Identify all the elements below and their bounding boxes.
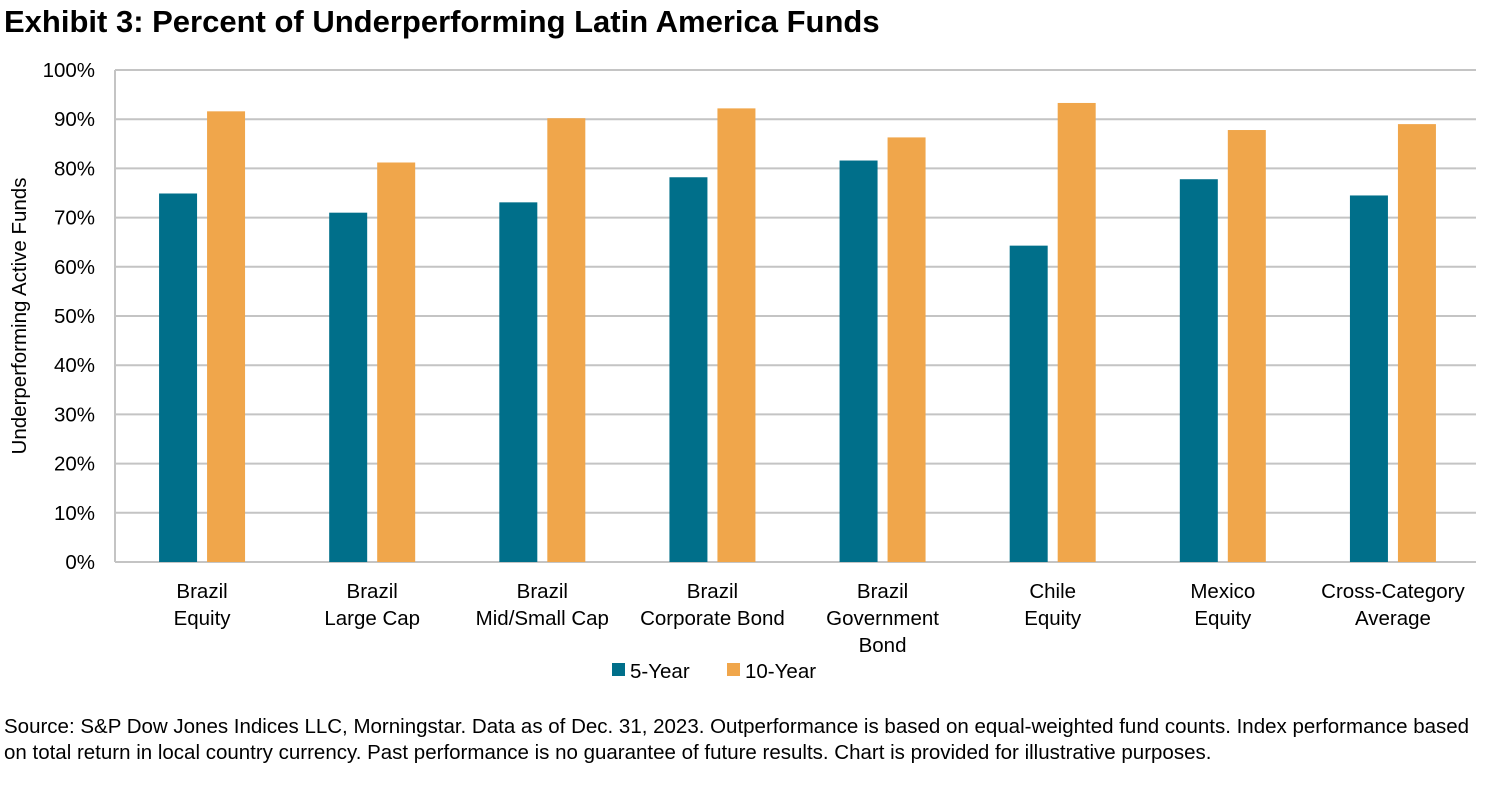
y-tick-label: 100% <box>43 59 95 82</box>
bar-5-year <box>159 193 198 562</box>
x-tick-label: Chile <box>1029 580 1076 603</box>
x-tick-label: Large Cap <box>324 607 420 630</box>
bar-5-year <box>1179 179 1218 562</box>
x-tick-label: Equity <box>1194 607 1252 630</box>
y-tick-label: 70% <box>54 207 95 230</box>
x-tick-label: Brazil <box>347 580 398 603</box>
y-axis-label: Underperforming Active Funds <box>8 178 31 455</box>
x-tick-label: Equity <box>174 607 232 630</box>
x-tick-label: Equity <box>1024 607 1082 630</box>
x-tick-label: Brazil <box>176 580 227 603</box>
bar-chart: 0% 10% 20% 30% 40% 50% 60% 70% 80% 90% 100% Underpe… <box>8 59 1476 683</box>
bar-5-year <box>669 177 708 563</box>
bar-10-year <box>547 118 586 562</box>
x-tick-label: Brazil <box>517 580 568 603</box>
y-tick-label: 50% <box>54 305 95 328</box>
y-tick-label: 60% <box>54 256 95 279</box>
x-tick-label: Mexico <box>1190 580 1255 603</box>
bar-10-year <box>1227 130 1266 563</box>
y-tick-label: 80% <box>54 157 95 180</box>
bar-10-year <box>207 111 246 562</box>
y-tick-label: 10% <box>54 502 95 525</box>
x-tick-label: Brazil <box>687 580 738 603</box>
bar-10-year <box>377 162 416 562</box>
legend-swatch <box>727 663 740 676</box>
legend-label: 5-Year <box>630 660 690 683</box>
bar-10-year <box>717 108 756 562</box>
y-tick-label: 90% <box>54 108 95 131</box>
bar-10-year <box>1397 124 1436 563</box>
x-tick-label: Government <box>826 607 939 630</box>
y-tick-label: 20% <box>54 453 95 476</box>
bar-5-year <box>839 160 878 562</box>
source-note: Source: S&P Dow Jones Indices LLC, Morni… <box>4 715 1470 764</box>
chart-title: Exhibit 3: Percent of Underperforming La… <box>4 4 880 39</box>
bar-5-year <box>1349 195 1388 562</box>
x-tick-label: Brazil <box>857 580 908 603</box>
y-tick-label: 0% <box>65 551 95 574</box>
x-tick-label: Bond <box>859 634 907 657</box>
bar-5-year <box>1009 245 1048 563</box>
y-tick-label: 30% <box>54 403 95 426</box>
legend-label: 10-Year <box>745 660 816 683</box>
x-tick-label: Cross-Category <box>1321 580 1465 603</box>
bar-5-year <box>329 212 368 562</box>
y-tick-label: 40% <box>54 354 95 377</box>
bar-10-year <box>887 137 926 563</box>
bar-5-year <box>499 202 538 562</box>
x-tick-label: Mid/Small Cap <box>476 607 609 630</box>
bar-10-year <box>1057 102 1096 563</box>
legend-swatch <box>612 663 625 676</box>
x-tick-label: Average <box>1355 607 1431 630</box>
x-tick-label: Corporate Bond <box>640 607 785 630</box>
